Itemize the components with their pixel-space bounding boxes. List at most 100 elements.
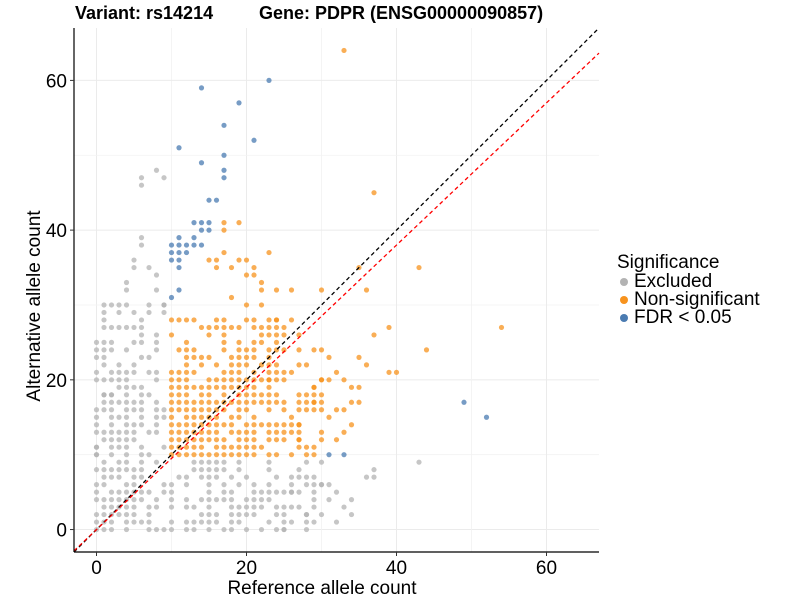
point-non-significant bbox=[266, 452, 272, 458]
point-non-significant bbox=[371, 332, 377, 338]
point-excluded bbox=[146, 511, 152, 518]
point-excluded bbox=[266, 519, 272, 525]
point-excluded bbox=[153, 272, 160, 278]
point-excluded bbox=[116, 429, 122, 435]
point-excluded bbox=[153, 407, 160, 413]
point-excluded bbox=[161, 489, 167, 495]
point-non-significant bbox=[221, 392, 227, 398]
point-excluded bbox=[153, 167, 160, 173]
point-excluded bbox=[101, 317, 107, 323]
point-non-significant bbox=[258, 422, 265, 428]
point-non-significant bbox=[198, 407, 205, 413]
point-excluded bbox=[101, 526, 107, 533]
point-non-significant bbox=[333, 437, 340, 443]
point-non-significant bbox=[198, 429, 205, 435]
point-non-significant bbox=[311, 444, 317, 450]
point-non-significant bbox=[221, 407, 227, 413]
point-non-significant bbox=[281, 407, 287, 413]
point-non-significant bbox=[251, 444, 257, 450]
point-excluded bbox=[153, 504, 160, 510]
point-non-significant bbox=[273, 317, 280, 323]
point-excluded bbox=[311, 482, 317, 488]
point-excluded bbox=[123, 511, 130, 518]
point-non-significant bbox=[183, 444, 190, 450]
point-fdr-0-05 bbox=[176, 264, 182, 271]
point-non-significant bbox=[288, 287, 295, 293]
x-tick-label: 20 bbox=[236, 558, 257, 579]
point-excluded bbox=[101, 467, 107, 473]
reference-lines bbox=[73, 27, 600, 553]
point-non-significant bbox=[183, 362, 190, 368]
point-fdr-0-05 bbox=[168, 242, 175, 248]
point-excluded bbox=[168, 519, 175, 525]
data-points bbox=[93, 47, 505, 533]
point-non-significant bbox=[348, 422, 355, 428]
point-excluded bbox=[116, 437, 122, 443]
point-excluded bbox=[123, 347, 130, 353]
point-non-significant bbox=[243, 422, 250, 428]
point-excluded bbox=[206, 497, 212, 503]
point-excluded bbox=[108, 497, 115, 503]
point-non-significant bbox=[273, 429, 280, 435]
point-excluded bbox=[138, 354, 145, 360]
point-excluded bbox=[146, 369, 152, 375]
point-excluded bbox=[213, 511, 220, 518]
point-non-significant bbox=[176, 392, 182, 398]
point-excluded bbox=[138, 384, 145, 390]
point-non-significant bbox=[168, 369, 175, 375]
point-non-significant bbox=[251, 354, 257, 360]
point-excluded bbox=[303, 511, 310, 518]
point-non-significant bbox=[258, 324, 265, 331]
point-non-significant bbox=[296, 422, 302, 428]
point-excluded bbox=[191, 459, 197, 465]
point-non-significant bbox=[266, 347, 272, 353]
point-non-significant bbox=[213, 437, 220, 443]
point-non-significant bbox=[228, 377, 235, 383]
point-non-significant bbox=[288, 414, 295, 420]
point-excluded bbox=[101, 497, 107, 503]
point-non-significant bbox=[243, 362, 250, 368]
point-excluded bbox=[281, 511, 287, 518]
point-excluded bbox=[131, 362, 137, 368]
legend-label-non-significant: Non-significant bbox=[634, 289, 760, 310]
point-non-significant bbox=[176, 369, 182, 375]
point-excluded bbox=[116, 309, 122, 316]
point-non-significant bbox=[191, 399, 197, 405]
point-non-significant bbox=[206, 437, 212, 443]
point-fdr-0-05 bbox=[176, 235, 182, 241]
point-non-significant bbox=[228, 384, 235, 390]
point-excluded bbox=[311, 497, 317, 503]
point-excluded bbox=[161, 309, 167, 316]
point-non-significant bbox=[311, 384, 317, 390]
point-non-significant bbox=[198, 414, 205, 420]
point-excluded bbox=[303, 482, 310, 488]
point-non-significant bbox=[183, 347, 190, 353]
point-excluded bbox=[108, 437, 115, 443]
point-excluded bbox=[123, 414, 130, 420]
point-non-significant bbox=[221, 377, 227, 383]
point-excluded bbox=[281, 526, 287, 533]
point-excluded bbox=[138, 519, 145, 525]
point-excluded bbox=[108, 519, 115, 525]
point-non-significant bbox=[206, 354, 212, 360]
point-non-significant bbox=[228, 422, 235, 428]
point-non-significant bbox=[228, 429, 235, 435]
point-excluded bbox=[243, 511, 250, 518]
point-excluded bbox=[296, 504, 302, 510]
point-non-significant bbox=[206, 429, 212, 435]
point-excluded bbox=[123, 519, 130, 525]
point-non-significant bbox=[198, 437, 205, 443]
point-excluded bbox=[131, 309, 137, 316]
point-non-significant bbox=[281, 377, 287, 383]
point-non-significant bbox=[176, 407, 182, 413]
point-non-significant bbox=[168, 377, 175, 383]
point-non-significant bbox=[288, 422, 295, 428]
point-non-significant bbox=[273, 452, 280, 458]
legend: Significance Excluded Non-significant FD… bbox=[617, 253, 760, 328]
point-excluded bbox=[138, 235, 145, 241]
point-excluded bbox=[131, 369, 137, 375]
point-non-significant bbox=[213, 317, 220, 323]
point-fdr-0-05 bbox=[221, 167, 227, 173]
point-excluded bbox=[131, 324, 137, 331]
